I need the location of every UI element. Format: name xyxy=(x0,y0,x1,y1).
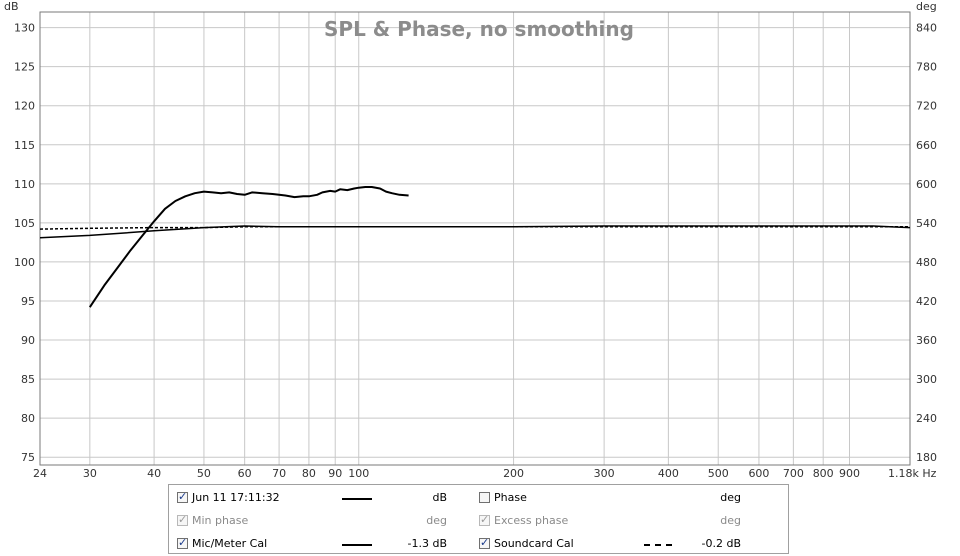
spl-phase-chart: dB deg SPL & Phase, no smoothing 75 80 85 9… xyxy=(0,0,960,480)
y-tick-right: 360 xyxy=(916,334,937,347)
x-tick-label: 300 xyxy=(594,467,615,480)
y-tick-left: 115 xyxy=(14,139,35,152)
y-tick-right: 600 xyxy=(916,178,937,191)
y-tick-left: 125 xyxy=(14,61,35,74)
mic-cal-line-swatch xyxy=(342,544,372,546)
y-tick-right: 420 xyxy=(916,295,937,308)
x-tick-label: 200 xyxy=(503,467,524,480)
x-tick-label: 500 xyxy=(708,467,729,480)
series-line-mic-cal xyxy=(39,225,911,239)
mic-cal-checkbox[interactable] xyxy=(177,536,188,549)
x-tick-label: 700 xyxy=(783,467,804,480)
y-tick-left: 105 xyxy=(14,217,35,230)
min-phase-unit: deg xyxy=(426,514,447,527)
y-tick-right: 480 xyxy=(916,256,937,269)
y-tick-left: 110 xyxy=(14,178,35,191)
phase-checkbox[interactable] xyxy=(479,492,490,503)
excess-phase-unit: deg xyxy=(720,514,741,527)
y-axis-left-ticks: 75 80 85 90 95 100 105 110 115 120 125 130 xyxy=(14,22,35,465)
x-tick-label: 900 xyxy=(839,467,860,480)
x-tick-label: 70 xyxy=(272,467,286,480)
x-tick-label: 800 xyxy=(813,467,834,480)
y-tick-right: 780 xyxy=(916,61,937,74)
y-tick-right: 180 xyxy=(916,451,937,464)
min-phase-checkbox[interactable] xyxy=(177,513,188,526)
y-axis-right-ticks: 180 240 300 360 420 480 540 600 660 720 780 840 xyxy=(916,22,937,465)
legend-panel: Jun 11 17:11:32 dB Phase deg Min phase d… xyxy=(168,484,789,554)
y-tick-right: 540 xyxy=(916,217,937,230)
min-phase-label: Min phase xyxy=(192,514,249,527)
x-axis-ticks: 24 30 40 50 60 70 80 90 100 200 300 400 500 600 700 800… xyxy=(33,467,937,480)
plot-background xyxy=(0,0,960,480)
x-tick-label: 400 xyxy=(658,467,679,480)
x-tick-label: 600 xyxy=(748,467,769,480)
measurement-line-swatch xyxy=(342,498,372,500)
plot-area-border xyxy=(39,11,911,466)
excess-phase-label: Excess phase xyxy=(494,514,569,527)
series-lines xyxy=(39,186,911,308)
mic-cal-label: Mic/Meter Cal xyxy=(192,537,268,550)
mic-cal-value: -1.3 dB xyxy=(407,537,448,550)
y-tick-right: 660 xyxy=(916,139,937,152)
legend-row-soundcard-cal[interactable]: Soundcard Cal -0.2 dB xyxy=(479,535,749,553)
y-tick-right: 720 xyxy=(916,100,937,113)
grid-lines xyxy=(39,12,911,465)
y-tick-left: 120 xyxy=(14,100,35,113)
legend-row-phase[interactable]: Phase deg xyxy=(479,489,749,507)
legend-row-min-phase[interactable]: Min phase deg xyxy=(177,512,447,530)
x-tick-label: 50 xyxy=(197,467,211,480)
y-tick-right: 240 xyxy=(916,412,937,425)
legend-row-measurement[interactable]: Jun 11 17:11:32 dB xyxy=(177,489,447,507)
excess-phase-checkbox[interactable] xyxy=(479,513,490,526)
measurement-unit: dB xyxy=(432,491,447,504)
x-tick-label: 1.18k Hz xyxy=(888,467,937,480)
y-tick-right: 840 xyxy=(916,22,937,35)
y-tick-left: 85 xyxy=(21,373,35,386)
chart-title: SPL & Phase, no smoothing xyxy=(324,17,634,41)
y-tick-left: 130 xyxy=(14,22,35,35)
legend-row-mic-cal[interactable]: Mic/Meter Cal -1.3 dB xyxy=(177,535,447,553)
x-tick-label: 80 xyxy=(302,467,316,480)
x-tick-label: 24 xyxy=(33,467,47,480)
y-tick-left: 100 xyxy=(14,256,35,269)
soundcard-cal-checkbox[interactable] xyxy=(479,536,490,549)
x-tick-label: 30 xyxy=(83,467,97,480)
soundcard-cal-line-swatch xyxy=(644,544,672,546)
y-tick-left: 75 xyxy=(21,451,35,464)
legend-row-excess-phase[interactable]: Excess phase deg xyxy=(479,512,749,530)
series-line-measurement xyxy=(88,186,409,308)
y-tick-right: 300 xyxy=(916,373,937,386)
y-tick-left: 80 xyxy=(21,412,35,425)
y-tick-left: 90 xyxy=(21,334,35,347)
y-tick-left: 95 xyxy=(21,295,35,308)
x-tick-label: 90 xyxy=(328,467,342,480)
x-tick-label: 60 xyxy=(238,467,252,480)
phase-label: Phase xyxy=(494,491,527,504)
phase-unit: deg xyxy=(720,491,741,504)
x-tick-label: 100 xyxy=(348,467,369,480)
measurement-checkbox[interactable] xyxy=(177,490,188,503)
y-axis-left-unit: dB xyxy=(4,0,19,13)
x-tick-label: 40 xyxy=(147,467,161,480)
soundcard-cal-value: -0.2 dB xyxy=(701,537,742,550)
measurement-label: Jun 11 17:11:32 xyxy=(192,491,280,504)
soundcard-cal-label: Soundcard Cal xyxy=(494,537,574,550)
series-line-soundcard-cal xyxy=(39,226,910,230)
y-axis-right-unit: deg xyxy=(916,0,937,13)
